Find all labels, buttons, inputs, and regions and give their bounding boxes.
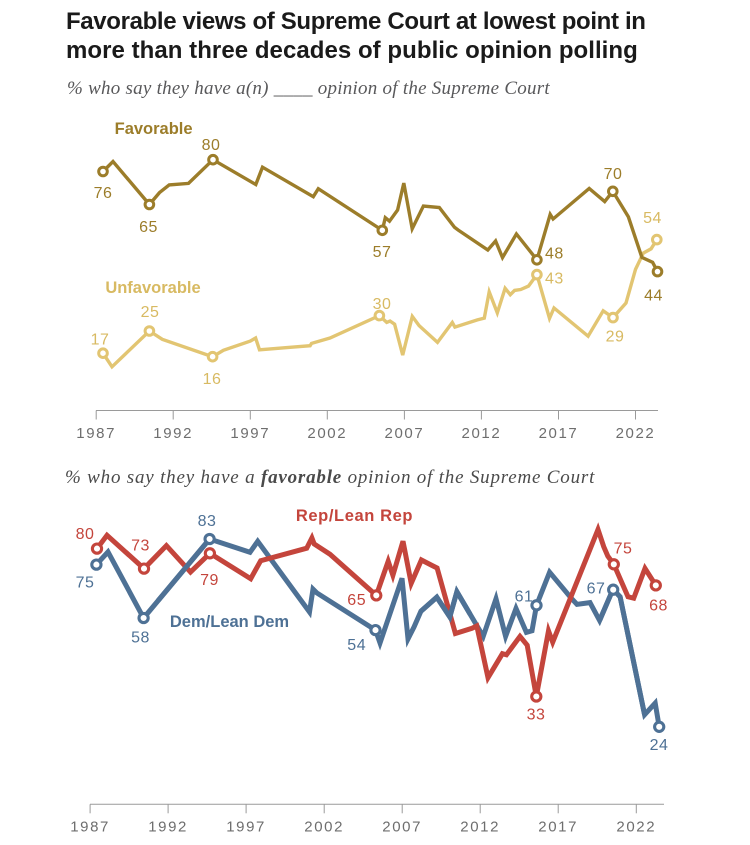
svg-text:1992: 1992	[153, 425, 193, 442]
svg-text:83: 83	[198, 513, 217, 530]
svg-text:2002: 2002	[304, 819, 344, 836]
svg-text:68: 68	[649, 598, 668, 615]
svg-text:54: 54	[643, 210, 662, 227]
svg-text:2017: 2017	[539, 425, 579, 442]
svg-text:2017: 2017	[538, 819, 578, 836]
svg-text:17: 17	[91, 332, 110, 349]
svg-text:73: 73	[131, 538, 150, 555]
svg-text:% who say they have a favorabl: % who say they have a favorable opinion …	[65, 467, 595, 488]
svg-text:1987: 1987	[70, 819, 110, 836]
svg-text:61: 61	[515, 588, 534, 605]
svg-text:Unfavorable: Unfavorable	[105, 279, 200, 297]
svg-text:29: 29	[606, 329, 625, 346]
svg-text:48: 48	[545, 246, 564, 263]
svg-text:Favorable: Favorable	[115, 120, 193, 138]
svg-text:1992: 1992	[148, 819, 188, 836]
svg-text:1997: 1997	[226, 819, 266, 836]
svg-text:25: 25	[141, 304, 160, 321]
svg-text:2007: 2007	[382, 819, 422, 836]
svg-text:2007: 2007	[385, 425, 425, 442]
svg-text:24: 24	[650, 737, 669, 754]
svg-text:33: 33	[527, 707, 546, 724]
svg-text:76: 76	[94, 185, 113, 202]
svg-text:65: 65	[139, 219, 158, 236]
svg-text:75: 75	[76, 575, 95, 592]
svg-text:30: 30	[373, 296, 392, 313]
svg-text:2012: 2012	[462, 425, 502, 442]
svg-text:58: 58	[131, 630, 150, 647]
svg-text:2022: 2022	[616, 425, 656, 442]
svg-text:more than three decades of pub: more than three decades of public opinio…	[66, 37, 638, 64]
svg-text:65: 65	[347, 592, 366, 609]
svg-text:2002: 2002	[307, 425, 347, 442]
svg-text:57: 57	[373, 244, 392, 261]
svg-text:80: 80	[202, 137, 221, 154]
svg-text:2012: 2012	[460, 819, 500, 836]
svg-text:2022: 2022	[616, 819, 656, 836]
svg-text:1997: 1997	[230, 425, 270, 442]
svg-text:16: 16	[203, 371, 222, 388]
svg-text:79: 79	[200, 572, 219, 589]
svg-text:75: 75	[614, 541, 633, 558]
svg-text:70: 70	[604, 166, 623, 183]
svg-text:Favorable views of Supreme Cou: Favorable views of Supreme Court at lowe…	[66, 8, 646, 35]
svg-text:Rep/Lean Rep: Rep/Lean Rep	[296, 507, 413, 525]
svg-text:43: 43	[545, 271, 564, 288]
svg-text:% who say they have a(n) ____: % who say they have a(n) ____ opinion of…	[67, 78, 550, 99]
svg-text:67: 67	[587, 580, 606, 597]
svg-text:44: 44	[644, 288, 663, 305]
svg-text:80: 80	[76, 526, 95, 543]
svg-text:54: 54	[347, 637, 366, 654]
svg-text:Dem/Lean Dem: Dem/Lean Dem	[170, 613, 289, 631]
svg-text:1987: 1987	[76, 425, 116, 442]
